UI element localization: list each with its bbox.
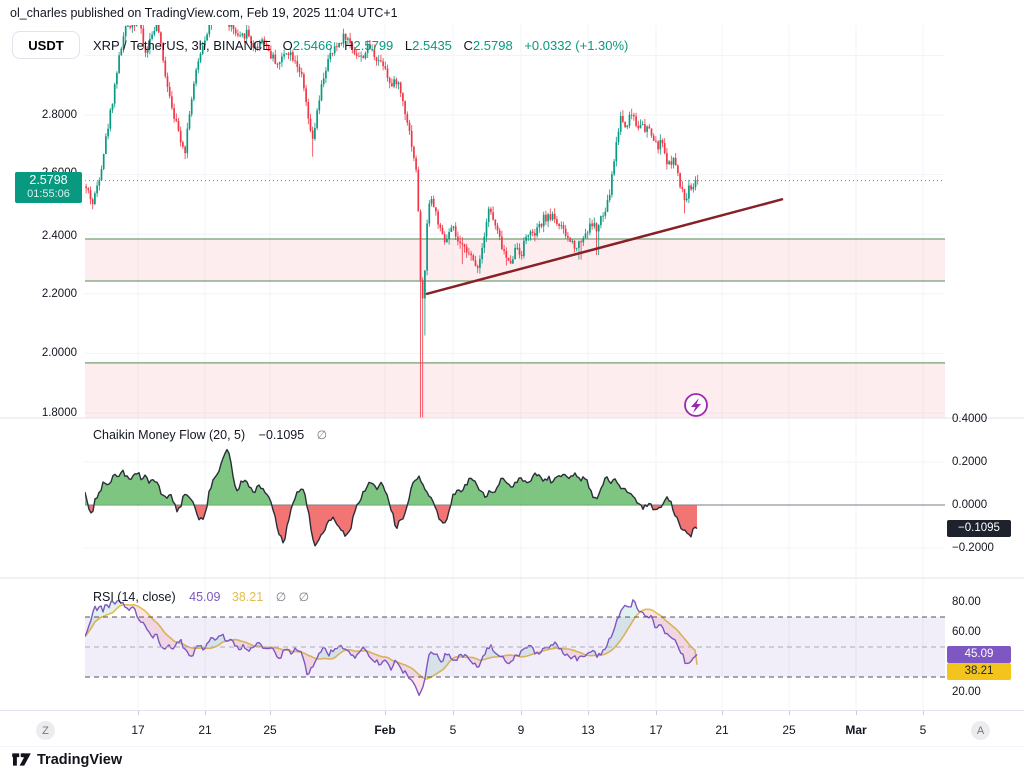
cmf-title: Chaikin Money Flow (20, 5) <box>93 428 246 442</box>
price-axis-label: 2.4000 <box>41 230 77 242</box>
close-value: 2.5798 <box>472 38 513 53</box>
rsi-plot <box>85 599 698 696</box>
price-axis-label: 1.8000 <box>41 407 77 419</box>
change-value: +0.0332 (+1.30%) <box>524 38 629 53</box>
time-tick <box>789 711 790 715</box>
time-tick <box>205 711 206 715</box>
rsi-value: 45.09 <box>189 590 221 604</box>
rsi-title: RSI (14, close) <box>93 590 176 604</box>
time-axis-label: 21 <box>715 723 729 737</box>
time-tick <box>588 711 589 715</box>
tradingview-wordmark: TradingView <box>37 751 123 768</box>
price-axis-label: 2.8000 <box>41 109 77 121</box>
autoscale-button[interactable]: A <box>971 721 990 740</box>
time-tick <box>923 711 924 715</box>
rsi-value-box: 45.09 <box>947 646 1011 663</box>
time-tick <box>138 711 139 715</box>
open-letter: O <box>282 38 293 53</box>
bar-countdown: 01:55:06 <box>27 188 70 200</box>
cmf-legend: Chaikin Money Flow (20, 5) −0.1095 ∅ <box>93 428 327 442</box>
tradingview-logo-link[interactable]: TradingView <box>12 751 122 768</box>
high-value: 2.5799 <box>353 38 394 53</box>
time-axis-label: Feb <box>374 723 396 737</box>
open-value: 2.5466 <box>292 38 333 53</box>
tradingview-logo-icon <box>12 753 31 766</box>
close-letter: C <box>463 38 473 53</box>
rsi-axis-label: 80.00 <box>952 596 981 608</box>
cmf-axis-label: 0.2000 <box>952 456 988 468</box>
time-tick <box>521 711 522 715</box>
timezone-button[interactable]: Z <box>36 721 55 740</box>
time-tick <box>722 711 723 715</box>
time-tick <box>856 711 857 715</box>
symbol-title: XRP / TetherUS, 3h, BINANCE <box>93 38 271 53</box>
eye-off-icon[interactable]: ∅ <box>275 590 287 604</box>
time-axis-label: Mar <box>845 723 867 737</box>
price-axis-label: 2.0000 <box>41 347 77 359</box>
chart-canvas[interactable] <box>0 25 1024 710</box>
time-tick <box>453 711 454 715</box>
time-axis-label: 9 <box>517 723 525 737</box>
rsi-ma-value-box: 38.21 <box>947 663 1011 680</box>
cmf-value: −0.1095 <box>258 428 305 442</box>
rsi-axis-label: 20.00 <box>952 686 981 698</box>
flash-icon <box>684 393 708 417</box>
last-price: 2.5798 <box>29 173 68 187</box>
cmf-axis-label: −0.2000 <box>952 542 994 554</box>
time-axis-label: 21 <box>198 723 212 737</box>
eye-off-icon[interactable]: ∅ <box>316 428 328 442</box>
time-axis-label: 17 <box>131 723 145 737</box>
symbol-legend: XRP / TetherUS, 3h, BINANCE O2.5466 H2.5… <box>93 38 628 53</box>
rsi-ma-value: 38.21 <box>231 590 264 604</box>
time-axis[interactable]: Z A 17 21 25 Feb 5 9 13 17 21 25 Mar 5 <box>0 710 1024 747</box>
time-tick <box>385 711 386 715</box>
time-tick <box>270 711 271 715</box>
cmf-value-box: −0.1095 <box>947 520 1011 537</box>
time-axis-label: 25 <box>782 723 796 737</box>
price-axis-label: 2.2000 <box>41 288 77 300</box>
cmf-plot <box>85 448 945 547</box>
low-value: 2.5435 <box>412 38 452 53</box>
currency-toggle-button[interactable]: USDT <box>12 31 80 59</box>
time-axis-label: 5 <box>449 723 457 737</box>
time-axis-label: 25 <box>263 723 277 737</box>
price-zone <box>85 362 945 418</box>
candles <box>85 25 699 418</box>
time-axis-label: 17 <box>649 723 663 737</box>
trendline <box>425 198 784 296</box>
high-letter: H <box>344 38 354 53</box>
eye-off-icon[interactable]: ∅ <box>298 590 310 604</box>
attribution-text: ol_charles published on TradingView.com,… <box>10 6 398 20</box>
time-axis-label: 5 <box>919 723 927 737</box>
time-tick <box>656 711 657 715</box>
cmf-axis-label: 0.0000 <box>952 499 988 511</box>
time-axis-label: 13 <box>581 723 595 737</box>
cmf-axis-label: 0.4000 <box>952 413 988 425</box>
last-price-tag: 2.5798 01:55:06 <box>15 172 82 203</box>
rsi-axis-label: 60.00 <box>952 626 981 638</box>
low-letter: L <box>404 38 413 53</box>
rsi-legend: RSI (14, close) 45.09 38.21 ∅ ∅ <box>93 590 309 604</box>
